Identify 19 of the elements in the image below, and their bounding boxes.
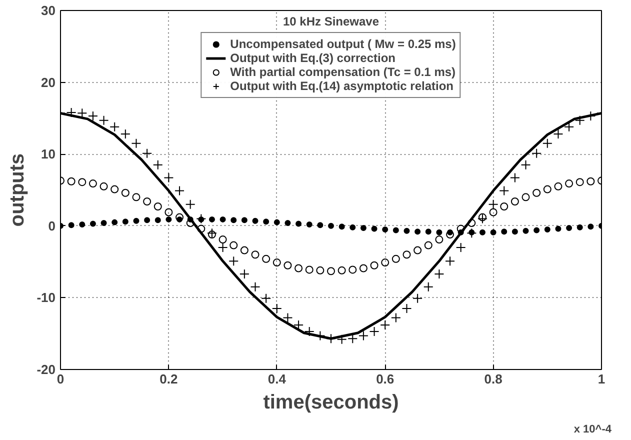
y-tick-label: 20 <box>41 74 56 90</box>
chart-title: 10 kHz Sinewave <box>282 14 380 28</box>
text: x 10^-4 <box>574 424 612 436</box>
x-tick-label: 0.8 <box>484 372 502 386</box>
x-tick-label: 0.6 <box>376 372 394 386</box>
x-axis-title: time(seconds) <box>263 392 399 414</box>
y-tick-label: 0 <box>48 218 56 234</box>
x-tick-label: 1 <box>598 372 606 386</box>
legend-label: Output with Eq.(14) asymptotic relation <box>230 79 454 93</box>
y-axis-title: outputs <box>6 153 29 227</box>
y-tick-label: -20 <box>36 362 56 377</box>
x-tick-label: 0.2 <box>160 372 178 386</box>
x-tick-label: 0.4 <box>268 372 287 386</box>
y-tick-label: -10 <box>36 290 56 306</box>
legend-label: With partial compensation (Tc = 0.1 ms) <box>230 65 456 79</box>
y-tick-label: 30 <box>41 3 56 18</box>
legend-label: Uncompensated output ( Mw = 0.25 ms) <box>230 37 456 51</box>
y-tick-label: 10 <box>41 146 56 162</box>
legend-label: Output with Eq.(3) correction <box>230 51 396 65</box>
